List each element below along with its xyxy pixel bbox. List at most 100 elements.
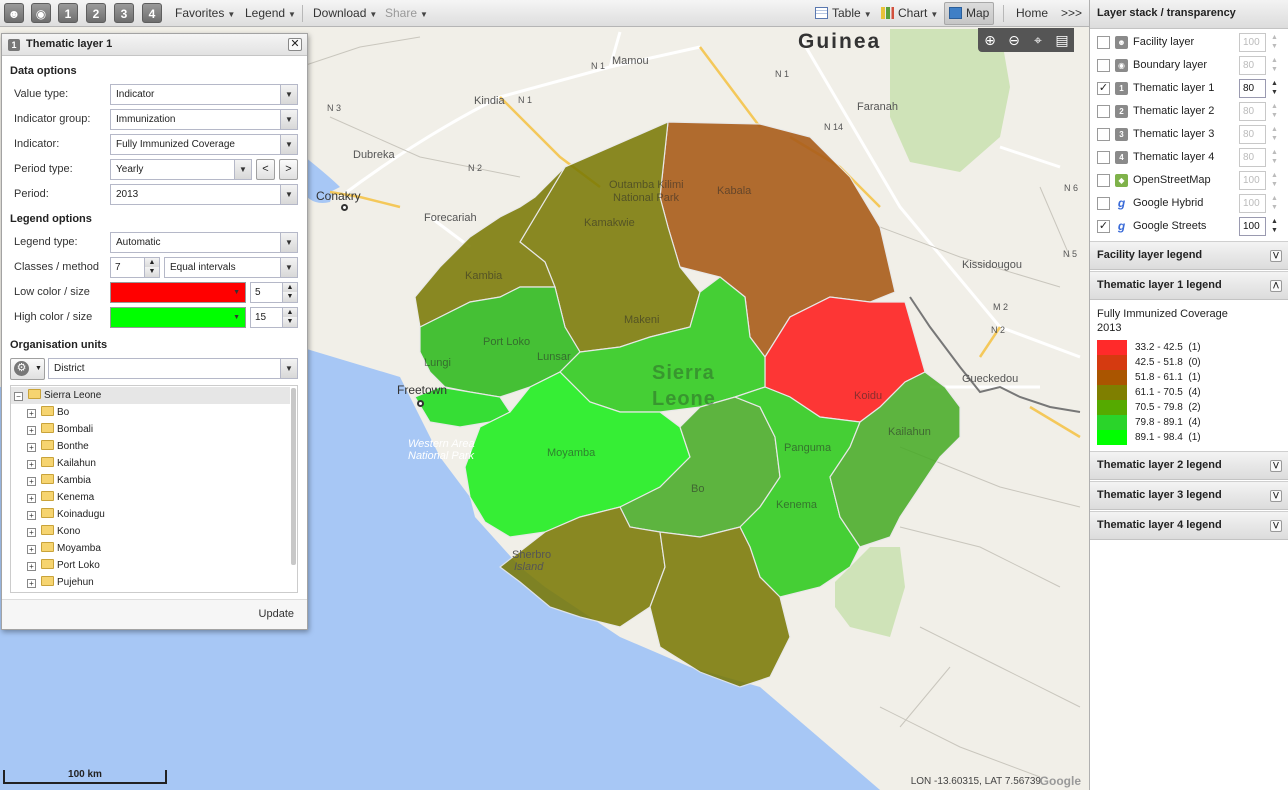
expand-icon[interactable]: + bbox=[27, 579, 36, 588]
share-menu[interactable]: Share ▼ bbox=[385, 0, 428, 27]
opacity-stepper-icon[interactable]: ▲ ▼ bbox=[1271, 34, 1278, 50]
chevron-down-icon[interactable]: ▼ bbox=[280, 258, 297, 277]
layer-opacity-input[interactable]: 80 bbox=[1239, 79, 1266, 98]
opacity-stepper-icon[interactable]: ▲ ▼ bbox=[1271, 103, 1278, 119]
chevron-down-icon[interactable]: ▼ bbox=[280, 135, 297, 154]
layer-checkbox[interactable] bbox=[1097, 197, 1110, 210]
map-button[interactable]: Map bbox=[944, 2, 995, 25]
layer-opacity-input[interactable]: 80 bbox=[1239, 102, 1266, 121]
tree-item[interactable]: + Bombali bbox=[27, 421, 93, 438]
tree-item[interactable]: + Kenema bbox=[27, 489, 94, 506]
tree-item[interactable]: + Bonthe bbox=[27, 438, 89, 455]
thematic-layer-3-button[interactable]: 3 bbox=[114, 3, 134, 23]
expand-icon[interactable]: + bbox=[27, 494, 36, 503]
expand-icon[interactable]: + bbox=[27, 409, 36, 418]
level-select[interactable]: District ▼ bbox=[48, 358, 298, 379]
tree-root[interactable]: − Sierra Leone bbox=[11, 387, 290, 404]
thematic-layer-2-button[interactable]: 2 bbox=[86, 3, 106, 23]
opacity-stepper-icon[interactable]: ▲ ▼ bbox=[1271, 57, 1278, 73]
expand-icon[interactable]: + bbox=[27, 477, 36, 486]
expand-icon[interactable]: + bbox=[27, 528, 36, 537]
expand-icon[interactable]: ⋁ bbox=[1270, 490, 1282, 502]
legend-type-select[interactable]: Automatic ▼ bbox=[110, 232, 298, 253]
opacity-stepper-icon[interactable]: ▲ ▼ bbox=[1271, 195, 1278, 211]
chevron-down-icon[interactable]: ▼ bbox=[280, 185, 297, 204]
chevron-down-icon[interactable]: ▼ bbox=[234, 160, 251, 179]
thematic2-legend-header[interactable]: Thematic layer 2 legend ⋁ bbox=[1090, 451, 1288, 480]
opacity-stepper-icon[interactable]: ▲ ▼ bbox=[1271, 80, 1278, 96]
tree-item[interactable]: + Kono bbox=[27, 523, 80, 540]
thematic4-legend-header[interactable]: Thematic layer 4 legend ⋁ bbox=[1090, 511, 1288, 540]
layer-checkbox[interactable] bbox=[1097, 151, 1110, 164]
layer-checkbox[interactable] bbox=[1097, 59, 1110, 72]
facility-legend-header[interactable]: Facility layer legend ⋁ bbox=[1090, 241, 1288, 270]
chevron-down-icon[interactable]: ▼ bbox=[282, 292, 297, 302]
download-menu[interactable]: Download ▼ bbox=[313, 0, 377, 27]
previous-period-button[interactable]: < bbox=[256, 159, 275, 180]
indicator-select[interactable]: Fully Immunized Coverage ▼ bbox=[110, 134, 298, 155]
layer-checkbox[interactable]: ✓ bbox=[1097, 82, 1110, 95]
layer-checkbox[interactable] bbox=[1097, 174, 1110, 187]
tree-item[interactable]: + Kailahun bbox=[27, 455, 96, 472]
expand-icon[interactable]: + bbox=[27, 443, 36, 452]
zoom-out-icon[interactable]: ⊖ bbox=[1008, 32, 1020, 48]
period-select[interactable]: 2013 ▼ bbox=[110, 184, 298, 205]
expand-icon[interactable]: + bbox=[27, 545, 36, 554]
value-type-select[interactable]: Indicator ▼ bbox=[110, 84, 298, 105]
home-button[interactable]: Home bbox=[1016, 6, 1049, 20]
expand-icon[interactable]: + bbox=[27, 460, 36, 469]
collapse-icon[interactable]: ⋀ bbox=[1270, 280, 1282, 292]
locate-icon[interactable]: ⌖ bbox=[1034, 32, 1042, 48]
thematic-layer-1-button[interactable]: 1 bbox=[58, 3, 78, 23]
next-period-button[interactable]: > bbox=[279, 159, 298, 180]
org-unit-options-button[interactable]: ⚙ ▼ bbox=[10, 358, 45, 380]
high-size-stepper[interactable]: 15 ▲ ▼ bbox=[250, 307, 298, 328]
close-icon[interactable]: ✕ bbox=[288, 38, 302, 51]
opacity-stepper-icon[interactable]: ▲ ▼ bbox=[1271, 149, 1278, 165]
thematic3-legend-header[interactable]: Thematic layer 3 legend ⋁ bbox=[1090, 481, 1288, 510]
indicator-group-select[interactable]: Immunization ▼ bbox=[110, 109, 298, 130]
chevron-down-icon[interactable]: ▼ bbox=[280, 110, 297, 129]
measure-icon[interactable]: ▤ bbox=[1055, 32, 1069, 48]
layer-opacity-input[interactable]: 100 bbox=[1239, 171, 1266, 190]
layer-checkbox[interactable] bbox=[1097, 128, 1110, 141]
layer-opacity-input[interactable]: 100 bbox=[1239, 194, 1266, 213]
tree-item[interactable]: + Pujehun bbox=[27, 574, 94, 591]
layer-checkbox[interactable]: ✓ bbox=[1097, 220, 1110, 233]
layer-opacity-input[interactable]: 80 bbox=[1239, 148, 1266, 167]
low-size-stepper[interactable]: 5 ▲ ▼ bbox=[250, 282, 298, 303]
high-color-picker[interactable]: ▼ bbox=[110, 307, 246, 328]
boundary-layer-icon[interactable]: ◉ bbox=[31, 3, 51, 23]
thematic1-legend-header[interactable]: Thematic layer 1 legend ⋀ bbox=[1090, 271, 1288, 300]
classes-stepper[interactable]: 7 ▲ ▼ bbox=[110, 257, 160, 278]
opacity-stepper-icon[interactable]: ▲ ▼ bbox=[1271, 126, 1278, 142]
update-button[interactable]: Update bbox=[258, 608, 294, 620]
tree-item[interactable]: + Bo bbox=[27, 404, 69, 421]
tree-item[interactable]: + Koinadugu bbox=[27, 506, 105, 523]
layer-opacity-input[interactable]: 80 bbox=[1239, 56, 1266, 75]
opacity-stepper-icon[interactable]: ▲ ▼ bbox=[1271, 218, 1278, 234]
chevron-down-icon[interactable]: ▼ bbox=[280, 359, 297, 378]
chart-button[interactable]: Chart ▼ bbox=[881, 0, 938, 27]
expand-icon[interactable]: + bbox=[27, 426, 36, 435]
tree-item[interactable]: + Port Loko bbox=[27, 557, 100, 574]
favorites-menu[interactable]: Favorites ▼ bbox=[175, 0, 235, 27]
tree-item[interactable]: + Kambia bbox=[27, 472, 91, 489]
chevron-down-icon[interactable]: ▼ bbox=[282, 317, 297, 327]
period-type-select[interactable]: Yearly ▼ bbox=[110, 159, 252, 180]
chevron-down-icon[interactable]: ▼ bbox=[280, 85, 297, 104]
expand-icon[interactable]: + bbox=[27, 562, 36, 571]
method-select[interactable]: Equal intervals ▼ bbox=[164, 257, 298, 278]
opacity-stepper-icon[interactable]: ▲ ▼ bbox=[1271, 172, 1278, 188]
org-unit-tree[interactable]: − Sierra Leone + Bo + Bombali + Bonthe + Kailahu… bbox=[10, 385, 298, 593]
expand-button[interactable]: >>> bbox=[1061, 6, 1083, 20]
layer-opacity-input[interactable]: 100 bbox=[1239, 217, 1266, 236]
layer-checkbox[interactable] bbox=[1097, 36, 1110, 49]
table-button[interactable]: Table ▼ bbox=[815, 0, 872, 27]
zoom-in-icon[interactable]: ⊕ bbox=[984, 32, 996, 48]
scrollbar[interactable] bbox=[291, 388, 296, 565]
layer-checkbox[interactable] bbox=[1097, 105, 1110, 118]
expand-icon[interactable]: ⋁ bbox=[1270, 250, 1282, 262]
layer-opacity-input[interactable]: 100 bbox=[1239, 33, 1266, 52]
thematic-layer-4-button[interactable]: 4 bbox=[142, 3, 162, 23]
